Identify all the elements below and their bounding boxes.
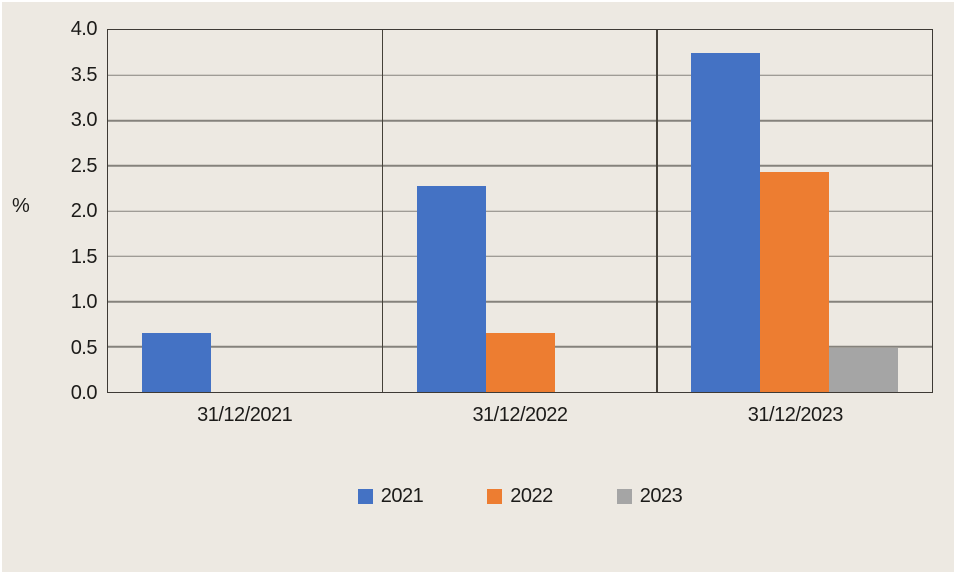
bar-slot bbox=[691, 30, 761, 392]
gridline bbox=[108, 300, 932, 303]
y-tick-label: 2.5 bbox=[70, 154, 98, 177]
bar-2021 bbox=[416, 185, 486, 392]
category-separator bbox=[656, 30, 658, 392]
plot-area bbox=[107, 29, 933, 393]
x-axis-category-label: 31/12/2021 bbox=[197, 404, 293, 426]
y-axis-tick-labels: 0.0 0.5 1.0 1.5 2.0 2.5 3.0 3.5 4.0 bbox=[2, 2, 98, 577]
bar-slot bbox=[280, 30, 349, 392]
y-tick-label: 4.0 bbox=[70, 18, 98, 40]
bar-2021 bbox=[691, 52, 761, 392]
bar-slot bbox=[555, 30, 624, 392]
bar-slot bbox=[829, 30, 899, 392]
x-axis-labels: 31/12/2021 31/12/2022 31/12/2023 bbox=[107, 402, 933, 428]
y-tick-label: 2.0 bbox=[70, 200, 98, 222]
bar-slot bbox=[211, 30, 280, 392]
legend-swatch bbox=[487, 488, 503, 504]
bar-2022 bbox=[760, 172, 830, 392]
y-tick-label: 1.5 bbox=[70, 245, 98, 268]
bar-slot bbox=[760, 30, 830, 392]
gridline bbox=[108, 255, 932, 257]
x-axis-category-label: 31/12/2022 bbox=[472, 404, 568, 426]
legend-item-2022: 2022 bbox=[487, 484, 553, 508]
legend-swatch bbox=[357, 488, 373, 504]
bar-slot bbox=[416, 30, 486, 392]
y-tick-label: 1.0 bbox=[70, 291, 98, 313]
legend-item-2023: 2023 bbox=[616, 484, 683, 508]
gridline bbox=[108, 119, 932, 122]
legend-label: 2021 bbox=[380, 485, 424, 507]
legend-label: 2023 bbox=[639, 485, 683, 507]
x-axis-category-label: 31/12/2023 bbox=[747, 404, 844, 426]
bar-group bbox=[108, 30, 383, 392]
y-tick-label: 0.5 bbox=[70, 336, 98, 359]
bar-group bbox=[657, 30, 932, 392]
gridline bbox=[108, 165, 932, 167]
bar-2022 bbox=[485, 333, 555, 392]
bar-groups bbox=[108, 30, 932, 392]
bar-slot bbox=[485, 30, 555, 392]
legend-item-2021: 2021 bbox=[357, 484, 424, 508]
bar-group bbox=[383, 30, 658, 392]
legend-swatch bbox=[616, 488, 632, 504]
bar-2021 bbox=[141, 333, 211, 392]
gridline bbox=[108, 210, 932, 212]
gridline bbox=[108, 74, 932, 76]
y-tick-label: 3.0 bbox=[70, 109, 98, 131]
category-separator bbox=[381, 30, 384, 392]
y-tick-label: 0.0 bbox=[70, 382, 98, 404]
bar-2023 bbox=[829, 347, 899, 392]
y-axis-unit-label: % bbox=[12, 195, 30, 217]
legend: 2021 2022 2023 bbox=[107, 484, 933, 508]
y-tick-label: 3.5 bbox=[70, 63, 98, 86]
bar-slot bbox=[141, 30, 211, 392]
legend-label: 2022 bbox=[510, 485, 553, 507]
